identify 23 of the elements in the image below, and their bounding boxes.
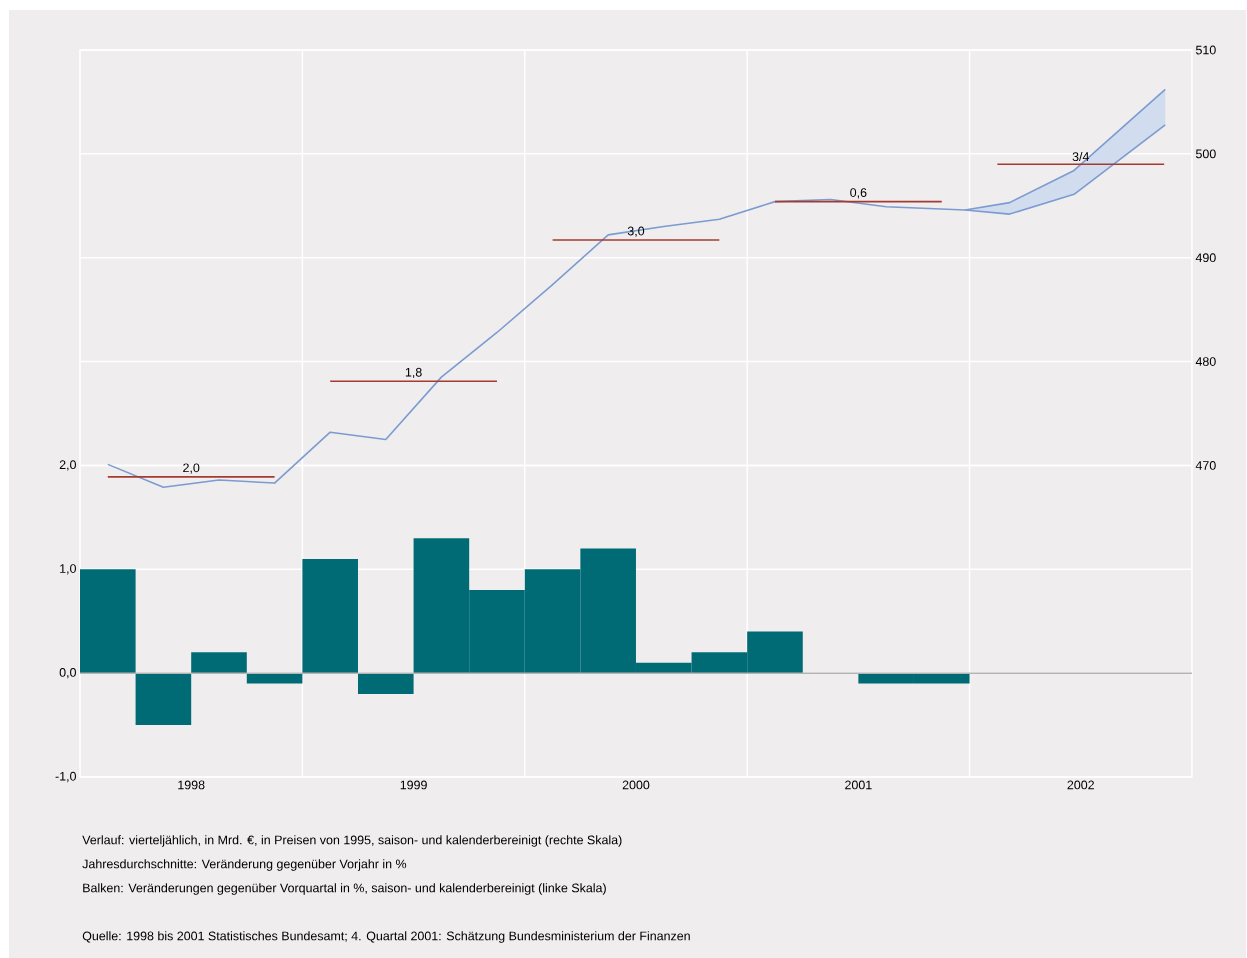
x-tick-label: 2000 <box>622 780 650 790</box>
text: Jahresdurchschnitte: Veränderung gegenüber Vorjahr in % <box>82 859 407 871</box>
x-tick-label: 1998 <box>178 780 205 790</box>
annotation: 0,6 <box>850 188 867 199</box>
text: Balken: Veränderungen gegenüber Vorquartal in %, saison- und kalenderbereinigt (linke Skala) <box>83 883 606 895</box>
y-tick-label: 0,0 <box>59 668 76 679</box>
y2-tick-label: 480 <box>1195 357 1216 366</box>
annotation: 3/4 <box>1072 151 1090 162</box>
source-note: Quelle: 1998 bis 2001 Statistisches Bundesamt; 4. Quartal 2001: Schätzung Bundesministerium der Finanzen <box>82 931 690 943</box>
x-tick-label: 2001 <box>845 780 872 790</box>
y-tick-label: 2,0 <box>59 460 76 471</box>
text: Verlauf: vierteljählich, in Mrd. €, in Preisen von 1995, saison- und kalenderbereinigt (rechte Skala) <box>82 835 622 847</box>
y2-tick-label: 470 <box>1195 461 1216 470</box>
y-tick-label: -1,0 <box>55 771 76 783</box>
y2-tick-label: 500 <box>1195 149 1216 159</box>
y2-tick-label: 490 <box>1195 253 1216 263</box>
y2-tick-label: 510 <box>1195 45 1216 55</box>
y-tick-label: 1,0 <box>60 564 76 575</box>
annotation: 3,0 <box>627 226 645 237</box>
x-tick-label: 1999 <box>400 780 427 790</box>
annotation: 1,8 <box>405 367 422 379</box>
x-tick-label: 2002 <box>1067 780 1094 790</box>
annotation: 2,0 <box>183 463 200 474</box>
